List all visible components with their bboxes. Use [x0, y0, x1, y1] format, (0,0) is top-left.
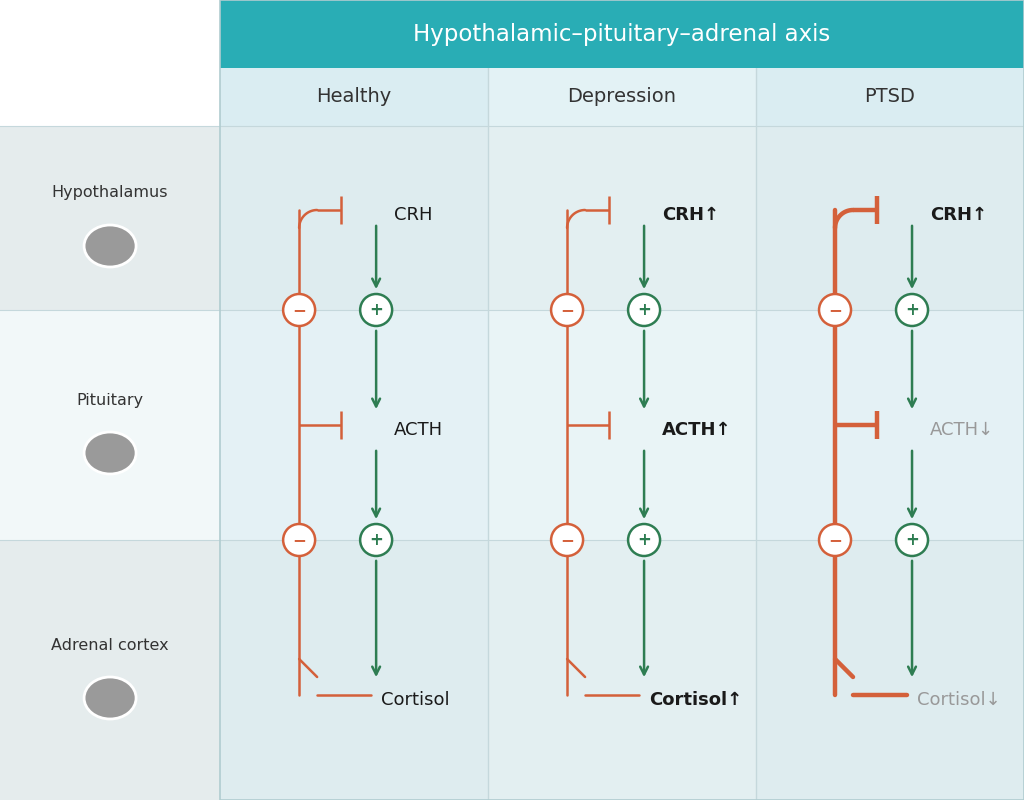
Ellipse shape [84, 677, 136, 719]
Text: CRH↑: CRH↑ [930, 206, 987, 224]
Text: −: − [292, 531, 306, 549]
FancyBboxPatch shape [220, 310, 488, 540]
FancyBboxPatch shape [756, 68, 1024, 126]
Text: +: + [905, 531, 919, 549]
Text: +: + [370, 531, 383, 549]
FancyBboxPatch shape [220, 126, 488, 800]
FancyBboxPatch shape [220, 68, 488, 126]
Text: ACTH↓: ACTH↓ [930, 421, 994, 439]
FancyBboxPatch shape [0, 540, 220, 800]
FancyBboxPatch shape [488, 68, 756, 126]
Circle shape [283, 294, 315, 326]
FancyBboxPatch shape [488, 126, 756, 800]
Text: −: − [292, 301, 306, 319]
Circle shape [551, 524, 583, 556]
Text: +: + [637, 531, 651, 549]
Text: Hypothalamic–pituitary–adrenal axis: Hypothalamic–pituitary–adrenal axis [414, 22, 830, 46]
Text: +: + [905, 301, 919, 319]
Circle shape [819, 294, 851, 326]
FancyBboxPatch shape [756, 126, 1024, 310]
Text: Healthy: Healthy [316, 87, 392, 106]
Text: −: − [560, 301, 574, 319]
Text: +: + [370, 301, 383, 319]
Text: CRH↑: CRH↑ [663, 206, 719, 224]
Ellipse shape [84, 432, 136, 474]
Circle shape [360, 294, 392, 326]
FancyBboxPatch shape [756, 540, 1024, 800]
Text: CRH: CRH [394, 206, 432, 224]
Text: ACTH↑: ACTH↑ [663, 421, 732, 439]
Text: Cortisol↓: Cortisol↓ [918, 691, 1000, 709]
Text: PTSD: PTSD [864, 87, 915, 106]
Circle shape [551, 294, 583, 326]
FancyBboxPatch shape [220, 0, 1024, 68]
FancyBboxPatch shape [756, 126, 1024, 800]
Text: −: − [828, 531, 842, 549]
Text: Cortisol: Cortisol [381, 691, 450, 709]
FancyBboxPatch shape [0, 310, 220, 540]
FancyBboxPatch shape [220, 540, 488, 800]
Circle shape [819, 524, 851, 556]
Circle shape [628, 524, 660, 556]
Text: Adrenal cortex: Adrenal cortex [51, 638, 169, 653]
Text: Pituitary: Pituitary [77, 393, 143, 407]
Circle shape [360, 524, 392, 556]
Text: ACTH: ACTH [394, 421, 443, 439]
Text: Cortisol↑: Cortisol↑ [649, 691, 742, 709]
FancyBboxPatch shape [0, 126, 220, 310]
Circle shape [628, 294, 660, 326]
Circle shape [896, 524, 928, 556]
FancyBboxPatch shape [488, 310, 756, 540]
Text: Depression: Depression [567, 87, 677, 106]
Text: −: − [560, 531, 574, 549]
Text: +: + [637, 301, 651, 319]
Text: Hypothalamus: Hypothalamus [52, 186, 168, 201]
FancyBboxPatch shape [220, 126, 488, 310]
Ellipse shape [84, 225, 136, 267]
Text: −: − [828, 301, 842, 319]
Circle shape [896, 294, 928, 326]
FancyBboxPatch shape [756, 310, 1024, 540]
FancyBboxPatch shape [488, 126, 756, 310]
Circle shape [283, 524, 315, 556]
FancyBboxPatch shape [488, 540, 756, 800]
